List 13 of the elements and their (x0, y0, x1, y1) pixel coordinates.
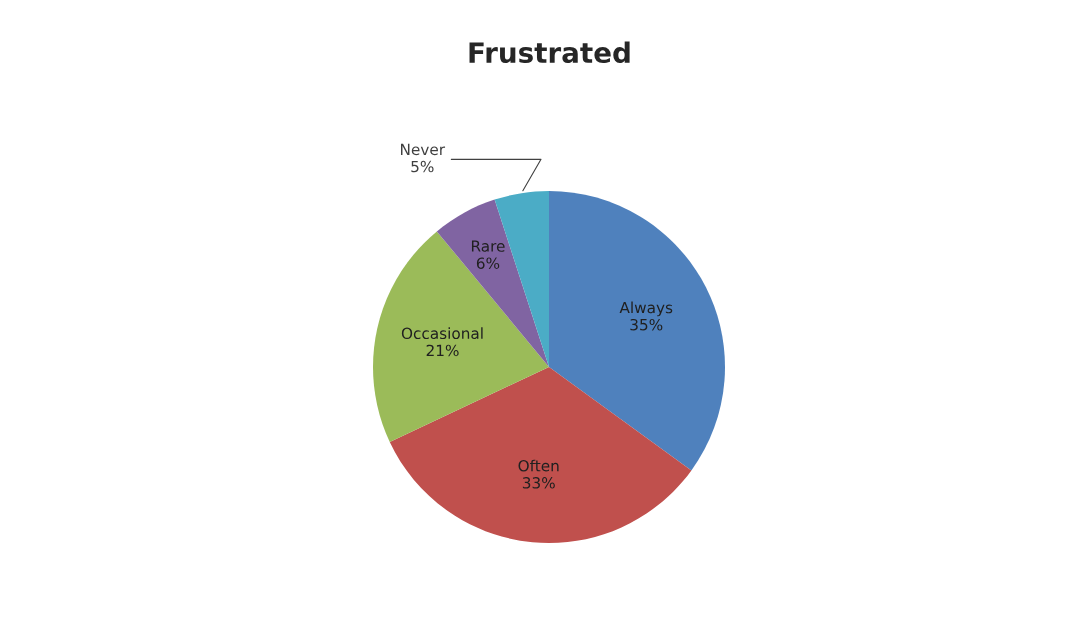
pie-slice (373, 231, 549, 442)
slice-label: Always (619, 301, 673, 317)
data-label: 5% (411, 160, 434, 173)
slice-label: Rare (471, 240, 505, 252)
data-label: 6% (476, 257, 500, 269)
data-label: 21% (426, 344, 459, 357)
slice-label: Never (401, 143, 446, 156)
data-label: 35% (630, 318, 663, 331)
slice-label: Occasional (401, 327, 483, 340)
chart-title: Frustrated (469, 41, 630, 64)
data-label: 33% (522, 477, 555, 489)
pie-slice (389, 367, 692, 543)
slice-label: Often (518, 459, 559, 472)
